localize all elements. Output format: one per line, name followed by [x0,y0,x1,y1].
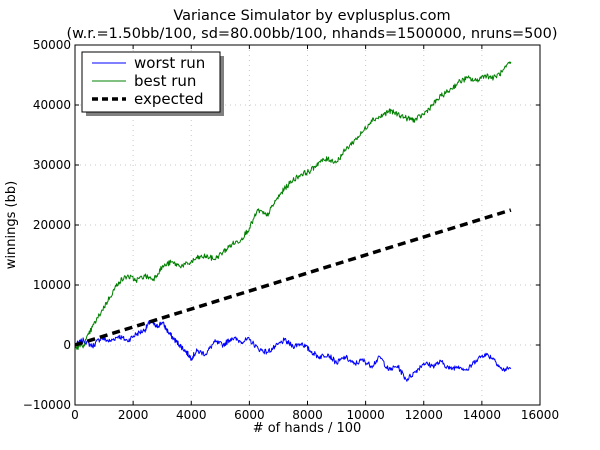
y-tick-label: −10000 [23,398,71,412]
y-tick-label: 10000 [33,278,71,292]
x-tick-label: 6000 [234,408,265,422]
x-tick-label: 0 [71,408,79,422]
chart-subtitle: (w.r.=1.50bb/100, sd=80.00bb/100, nhands… [67,26,558,42]
y-tick-label: 0 [63,338,71,352]
legend-label-expected: expected [134,90,203,108]
y-axis-label: winnings (bb) [4,181,19,269]
x-tick-label: 4000 [176,408,207,422]
x-tick-label: 10000 [347,408,385,422]
y-tick-label: 30000 [33,158,71,172]
x-tick-label: 14000 [463,408,501,422]
x-axis-label: # of hands / 100 [253,421,362,436]
x-tick-label: 16000 [521,408,559,422]
legend-box [81,51,221,113]
x-tick-label: 8000 [292,408,323,422]
legend-label-worst-run: worst run [134,54,205,72]
legend-label-best-run: best run [134,72,196,90]
series-line-best-run [74,61,512,350]
y-tick-label: 40000 [33,98,71,112]
series-line-worst-run [74,319,512,382]
axis-ticks: 0 2000 4000 6000 8000 10000 12000 14000 16000 −10… [23,38,559,422]
series-line-expected [74,208,512,347]
y-tick-label: 50000 [33,38,71,52]
plot-series [74,61,512,382]
y-tick-label: 20000 [33,218,71,232]
x-tick-label: 12000 [405,408,443,422]
x-tick-label: 2000 [118,408,149,422]
legend: worst run best run expected [81,51,224,116]
chart-title: Variance Simulator by evplusplus.com [173,8,450,24]
